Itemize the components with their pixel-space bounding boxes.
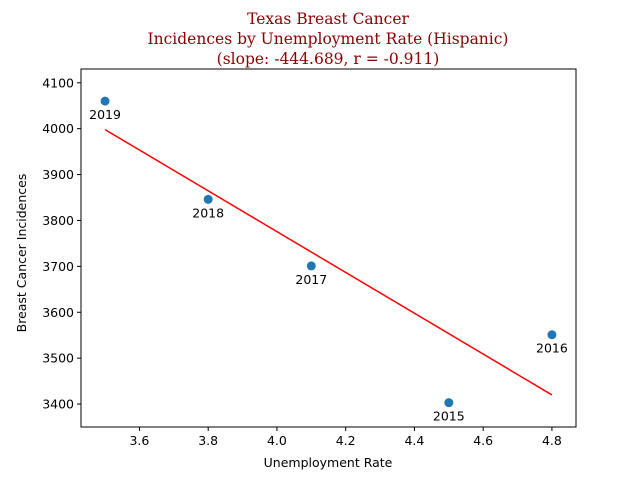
plot-area: 2019 2018 2017 2015 2016	[89, 96, 568, 424]
point-label: 2015	[433, 409, 465, 424]
y-tick-label: 4000	[42, 121, 74, 136]
point-label: 2019	[89, 107, 121, 122]
data-point	[100, 96, 110, 106]
y-tick-label: 3700	[42, 259, 74, 274]
y-axis-label: Breast Cancer Incidences	[14, 174, 29, 333]
point-label: 2018	[192, 205, 224, 220]
plot-frame	[80, 68, 577, 428]
trendline	[104, 128, 553, 396]
x-axis: 3.6 3.8 4.0 4.2 4.4 4.6 4.8	[129, 427, 562, 448]
chart-title-line-3: (slope: -444.689, r = -0.911)	[217, 50, 440, 68]
x-tick-label: 4.4	[404, 433, 424, 448]
y-tick-label: 3800	[42, 213, 74, 228]
chart-title-line-2: Incidences by Unemployment Rate (Hispani…	[148, 30, 509, 48]
y-tick-label: 3600	[42, 305, 74, 320]
x-axis-label: Unemployment Rate	[264, 455, 393, 470]
y-tick-label: 3900	[42, 167, 74, 182]
y-tick-label: 3500	[42, 351, 74, 366]
y-tick-label: 4100	[42, 75, 74, 90]
data-point	[547, 330, 557, 340]
x-tick-label: 4.0	[267, 433, 287, 448]
data-point	[444, 398, 454, 408]
point-label: 2017	[295, 272, 327, 287]
data-point	[203, 194, 213, 204]
chart-title: Texas Breast Cancer Incidences by Unempl…	[148, 10, 509, 68]
y-tick-label: 3400	[42, 397, 74, 412]
x-tick-label: 4.2	[336, 433, 356, 448]
point-label: 2016	[536, 341, 568, 356]
x-tick-label: 4.6	[473, 433, 493, 448]
chart-title-line-1: Texas Breast Cancer	[247, 10, 409, 28]
x-tick-label: 3.8	[198, 433, 218, 448]
data-point	[306, 261, 316, 271]
x-tick-label: 4.8	[542, 433, 562, 448]
y-axis: 3400 3500 3600 3700 3800 3900 4000 4100	[42, 75, 81, 412]
x-tick-label: 3.6	[129, 433, 149, 448]
